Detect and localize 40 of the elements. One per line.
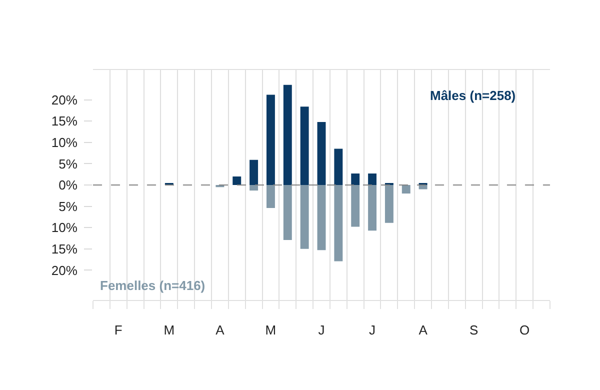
bar: [368, 185, 377, 231]
bar: [300, 185, 309, 249]
x-tick-label: F: [114, 322, 122, 338]
bar: [300, 106, 309, 185]
x-tick-label: S: [469, 322, 478, 338]
bar: [250, 185, 258, 191]
bar: [351, 185, 360, 227]
bar: [232, 176, 242, 185]
bar: [334, 148, 343, 185]
y-tick-label: 10%: [51, 220, 78, 236]
bar: [334, 185, 343, 262]
text: Mâles (n=258): [430, 88, 516, 103]
bar: [317, 122, 326, 185]
bar: [250, 160, 258, 185]
x-tick-label: J: [318, 322, 325, 338]
x-tick-label: J: [369, 322, 376, 338]
y-tick-label: 5%: [58, 198, 78, 214]
y-tick-label: 10%: [51, 134, 78, 150]
bar: [402, 185, 410, 194]
x-tick-label: M: [164, 322, 175, 338]
x-tick-label: O: [520, 322, 530, 338]
y-tick-label: 0%: [58, 178, 78, 193]
y-tick-label: 20%: [51, 92, 78, 108]
bar: [266, 185, 275, 208]
y-tick-label: 5%: [58, 156, 78, 172]
x-tick-label: A: [216, 322, 225, 338]
bar: [317, 185, 326, 250]
bar: [418, 185, 428, 190]
text: Femelles (n=416): [100, 278, 206, 293]
y-tick-label: 20%: [51, 262, 78, 278]
x-tick-label: M: [265, 322, 276, 338]
bar: [351, 174, 360, 185]
bar: [283, 84, 292, 185]
bar: [266, 94, 275, 185]
y-tick-label: 15%: [51, 114, 78, 129]
y-tick-label: 15%: [51, 241, 78, 256]
bar: [283, 185, 292, 240]
bar: [384, 185, 394, 223]
bar: [368, 174, 377, 185]
x-tick-label: A: [418, 322, 428, 338]
